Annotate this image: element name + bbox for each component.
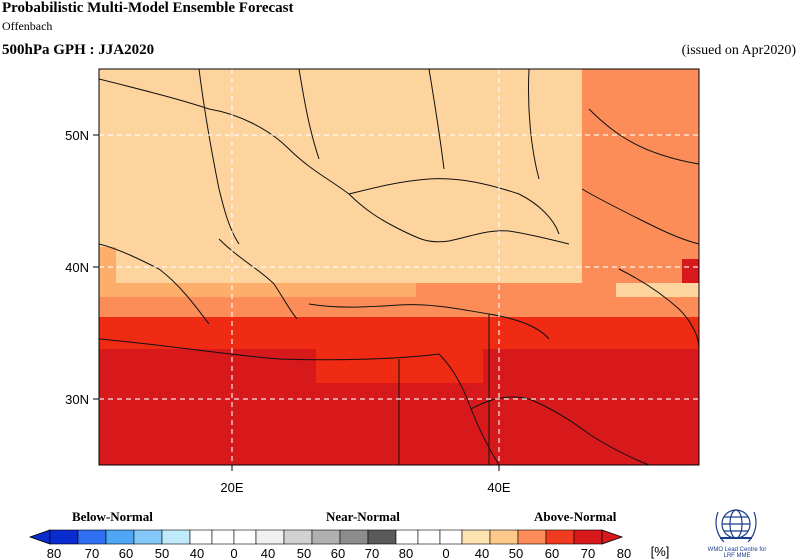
legend-tick-label: 80 xyxy=(617,546,631,560)
legend-swatch xyxy=(189,529,213,545)
legend-tick-label: 50 xyxy=(155,546,169,560)
legend-unit: [%] xyxy=(651,544,670,559)
legend-swatch xyxy=(545,529,575,545)
legend-swatch xyxy=(161,529,191,545)
y-tick-label: 50N xyxy=(65,128,89,143)
legend-below-normal: Below-Normal xyxy=(72,509,153,524)
legend-tick-label: 60 xyxy=(545,546,559,560)
legend-swatch xyxy=(105,529,135,545)
wmo-logo-line: WMO Lead Centre for xyxy=(707,547,767,553)
legend-bar xyxy=(28,529,624,545)
legend-swatch xyxy=(233,529,257,545)
legend-swatch xyxy=(311,529,341,545)
x-tick-label: 20E xyxy=(220,480,243,495)
y-axis: 50N 40N 30N xyxy=(65,128,99,407)
variable-label: 500hPa GPH : JJA2020 xyxy=(2,42,155,58)
issued-label: (issued on Apr2020) xyxy=(681,43,796,58)
legend-tick-label: 50 xyxy=(297,546,311,560)
legend-tick-label: 0 xyxy=(230,546,237,560)
x-axis: 20E 40E xyxy=(220,465,511,495)
page-subtitle: Offenbach xyxy=(2,19,53,33)
field-above-60-70 xyxy=(99,69,699,317)
legend-tick-label: 60 xyxy=(119,546,133,560)
legend-swatch xyxy=(395,529,419,545)
legend-tick-label: 40 xyxy=(190,546,204,560)
page-title: Probabilistic Multi-Model Ensemble Forec… xyxy=(2,0,294,16)
legend-swatch xyxy=(133,529,163,545)
forecast-map: 50N 40N 30N 20E 40E xyxy=(65,68,700,495)
legend-tick-label: 40 xyxy=(475,546,489,560)
y-tick-label: 40N xyxy=(65,260,89,275)
legend-swatch xyxy=(489,529,519,545)
legend-arrow-left xyxy=(28,529,51,545)
legend-swatch xyxy=(517,529,547,545)
y-tick-label: 30N xyxy=(65,392,89,407)
legend-swatch xyxy=(367,529,397,545)
legend-swatch xyxy=(255,529,285,545)
map-area xyxy=(98,68,700,466)
legend-swatch xyxy=(339,529,369,545)
x-tick-label: 40E xyxy=(487,480,510,495)
legend-arrow-right xyxy=(601,529,624,545)
coastlines xyxy=(99,69,699,465)
legend-tick-label: 50 xyxy=(509,546,523,560)
legend-tick-label: 40 xyxy=(261,546,275,560)
legend-tick-label: 80 xyxy=(399,546,413,560)
legend-tick-label: 70 xyxy=(85,546,99,560)
legend-swatch xyxy=(283,529,313,545)
legend-tick-label: 0 xyxy=(442,546,449,560)
legend-above-normal: Above-Normal xyxy=(534,509,617,524)
field-above-80-south xyxy=(116,383,483,465)
legend-swatch xyxy=(417,529,441,545)
legend-tick-label: 60 xyxy=(331,546,345,560)
wmo-emblem-icon xyxy=(715,509,757,543)
legend-tick-labels: 80 70 60 50 40 0 40 50 60 70 80 0 40 50 … xyxy=(47,544,670,560)
legend-tick-label: 70 xyxy=(581,546,595,560)
legend-swatch xyxy=(77,529,107,545)
wmo-logo-line: LRF MME xyxy=(723,553,751,559)
gridlines xyxy=(99,69,699,465)
legend-tick-label: 70 xyxy=(365,546,379,560)
wmo-logo-text: WMO Lead Centre for LRF MME xyxy=(700,547,774,559)
legend-near-normal: Near-Normal xyxy=(326,509,400,524)
legend-swatch xyxy=(573,529,603,545)
legend-tick-label: 80 xyxy=(47,546,61,560)
legend-swatch xyxy=(49,529,79,545)
legend-swatch xyxy=(439,529,463,545)
legend-swatch xyxy=(461,529,491,545)
legend-swatch xyxy=(211,529,235,545)
